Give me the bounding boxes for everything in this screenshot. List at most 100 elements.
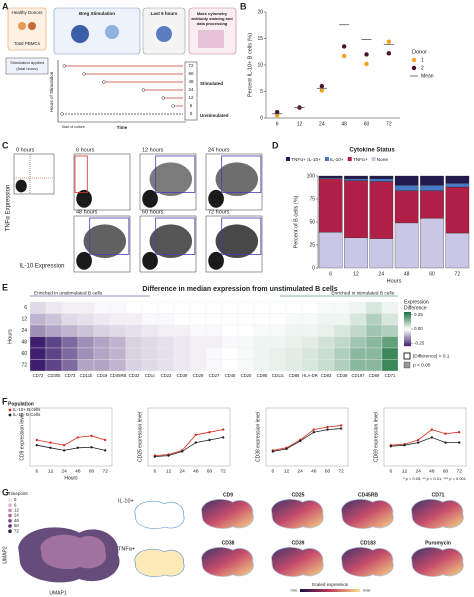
- donor-point: [386, 39, 392, 44]
- x-axis-label: Hours: [64, 475, 78, 481]
- umap-marker: [340, 498, 394, 530]
- timeline-start: [161, 96, 165, 100]
- heat-cell: [29, 301, 47, 314]
- x-tick-label: 12: [48, 468, 54, 474]
- heat-cell: [365, 347, 383, 360]
- heat-cell: [205, 313, 223, 326]
- heat-cell: [61, 324, 79, 337]
- heat-cell: [221, 324, 239, 337]
- legend-title: Population: [8, 401, 34, 407]
- point: [457, 431, 461, 434]
- panel-label: E: [2, 282, 8, 292]
- bar-segment: [394, 175, 419, 186]
- timeline-start: [82, 72, 86, 76]
- point: [103, 438, 107, 442]
- point: [416, 438, 420, 442]
- panel-label: B: [240, 1, 247, 11]
- timepoint-swatch: [8, 503, 12, 508]
- heat-cell: [77, 313, 95, 326]
- y-tick-label: 0: [312, 265, 315, 271]
- heat-cell: [269, 359, 287, 372]
- flow-title: 24 hours: [208, 147, 230, 153]
- heat-cell: [93, 359, 111, 372]
- x-tick-label: 48: [75, 468, 81, 474]
- flow-cluster: [208, 251, 224, 270]
- legend-swatch: [324, 157, 329, 161]
- legend-label: IL-10+: [330, 157, 344, 163]
- timepoint-swatch: [8, 529, 12, 533]
- heat-cell: [317, 313, 335, 326]
- heat-cell: [285, 347, 303, 360]
- colorbar-step: [404, 315, 411, 318]
- heat-cell: [237, 313, 255, 326]
- heat-cell: [77, 347, 95, 360]
- colorbar-step: [404, 318, 411, 321]
- heat-cell: [237, 359, 255, 372]
- y-tick-label: 0: [260, 115, 263, 121]
- y-tick-label: 25: [309, 242, 315, 248]
- mass-label: antibody staining and: [191, 16, 233, 21]
- heat-cell: [29, 324, 47, 337]
- umap-marker: [340, 546, 394, 578]
- column-label: CD39: [177, 373, 188, 378]
- colorbar-step: [404, 339, 411, 342]
- legend-label: |Difference| > 0.1: [413, 353, 450, 359]
- column-label: CD71: [385, 373, 396, 378]
- heat-cell: [93, 324, 111, 337]
- marker-label: CD38: [222, 540, 235, 546]
- x-tick-label: 60: [364, 121, 370, 127]
- bar-segment: [344, 237, 368, 269]
- colorbar-step: [404, 320, 411, 323]
- timeline-start: [60, 112, 64, 116]
- y-axis-label: Percent of B cells (%): [293, 195, 299, 248]
- heat-cell: [269, 336, 287, 349]
- legend-swatch: [411, 57, 417, 63]
- series-line: [36, 435, 106, 446]
- heat-cell: [141, 359, 159, 372]
- marker-label: CD39: [292, 540, 305, 546]
- heat-cell: [349, 313, 367, 326]
- legend-label: p > 0.05: [413, 362, 431, 368]
- colorbar-step: [404, 322, 411, 325]
- row-label: 6: [24, 305, 27, 311]
- heat-cell: [269, 347, 287, 360]
- x-tick-label: 60: [325, 468, 331, 474]
- timepoint-label: 0: [14, 497, 17, 502]
- legend-label: IL-10- B Cells: [13, 412, 41, 417]
- series-line: [36, 444, 106, 451]
- column-label: CD32: [129, 373, 140, 378]
- x-tick-label: 24: [179, 468, 185, 474]
- donor-point: [364, 61, 369, 67]
- point: [271, 450, 275, 453]
- hours-axis-label: Hours of Stimulation: [49, 71, 54, 112]
- legend-label: 2: [421, 65, 424, 71]
- stim-label: (total hours): [16, 66, 38, 71]
- unstimulated-label: Unstimulated: [200, 113, 229, 118]
- heat-cell: [141, 336, 159, 349]
- heat-cell: [221, 347, 239, 360]
- plot-frame: [383, 407, 467, 467]
- legend-title: Expression: [404, 299, 429, 305]
- heat-cell: [237, 301, 255, 314]
- marker-label: Puromycin: [425, 540, 451, 546]
- heat-cell: [301, 313, 319, 326]
- group-label: TNFα+: [118, 546, 135, 552]
- point: [444, 432, 447, 435]
- x-tick-label: 60: [443, 468, 449, 474]
- panel-label: G: [2, 487, 9, 497]
- heat-cell: [269, 301, 287, 314]
- flow-title: 48 hours: [76, 209, 98, 215]
- heat-cell: [189, 324, 207, 337]
- x-tick-label: 12: [166, 468, 172, 474]
- heat-cell: [125, 324, 143, 337]
- scale-max: max: [363, 588, 371, 593]
- point: [312, 431, 316, 434]
- heat-cell: [301, 347, 319, 360]
- bar-segment: [445, 183, 470, 188]
- bar-segment: [318, 178, 343, 233]
- marker-label: CD45RB: [358, 492, 378, 498]
- flow-gate: [74, 155, 88, 193]
- x-axis-label: Hours: [387, 278, 402, 284]
- x-tick-label: 12: [353, 271, 359, 277]
- flow-cloud: [215, 162, 259, 196]
